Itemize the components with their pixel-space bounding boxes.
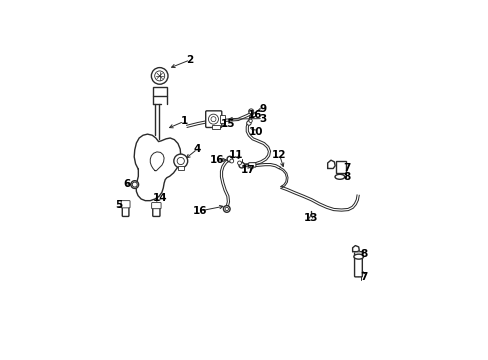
Text: 14: 14	[152, 193, 167, 203]
Circle shape	[151, 68, 168, 84]
Text: 10: 10	[248, 127, 263, 138]
Circle shape	[229, 159, 233, 163]
Circle shape	[177, 157, 184, 165]
Polygon shape	[134, 134, 181, 201]
Circle shape	[246, 121, 251, 125]
Circle shape	[210, 117, 216, 122]
Text: 6: 6	[123, 179, 131, 189]
Text: 7: 7	[343, 163, 350, 174]
Circle shape	[131, 181, 138, 188]
Text: 7: 7	[359, 271, 366, 282]
Circle shape	[237, 161, 241, 165]
Circle shape	[250, 166, 253, 169]
Circle shape	[208, 114, 218, 124]
Circle shape	[132, 182, 137, 187]
Text: 12: 12	[272, 150, 286, 159]
Circle shape	[248, 119, 252, 122]
Ellipse shape	[334, 174, 344, 179]
Text: 16: 16	[193, 206, 207, 216]
FancyBboxPatch shape	[152, 204, 160, 216]
Text: 1: 1	[180, 116, 187, 126]
Text: 13: 13	[303, 213, 318, 224]
Circle shape	[239, 162, 244, 168]
Text: 16: 16	[247, 110, 262, 120]
Polygon shape	[327, 160, 334, 168]
Polygon shape	[352, 246, 359, 252]
FancyBboxPatch shape	[354, 252, 362, 277]
Circle shape	[223, 206, 230, 212]
Circle shape	[173, 154, 187, 168]
FancyBboxPatch shape	[151, 203, 161, 209]
FancyBboxPatch shape	[121, 201, 130, 208]
Text: 5: 5	[115, 199, 122, 210]
Text: 16: 16	[209, 155, 224, 165]
Text: 11: 11	[228, 150, 243, 159]
Text: 4: 4	[193, 144, 201, 154]
FancyBboxPatch shape	[122, 203, 129, 216]
Circle shape	[248, 109, 253, 114]
FancyBboxPatch shape	[248, 163, 255, 167]
FancyBboxPatch shape	[211, 125, 219, 129]
Text: 17: 17	[241, 165, 255, 175]
FancyBboxPatch shape	[205, 111, 222, 127]
Text: 8: 8	[359, 249, 366, 259]
FancyBboxPatch shape	[178, 166, 183, 170]
Text: 3: 3	[259, 114, 266, 123]
Ellipse shape	[353, 254, 363, 259]
Text: 2: 2	[186, 55, 193, 65]
Text: 9: 9	[259, 104, 266, 114]
Circle shape	[226, 156, 232, 162]
Circle shape	[224, 207, 228, 211]
FancyBboxPatch shape	[153, 87, 166, 96]
Circle shape	[154, 71, 164, 81]
Text: 15: 15	[220, 118, 235, 129]
Text: 8: 8	[343, 172, 350, 182]
FancyBboxPatch shape	[335, 161, 345, 174]
FancyBboxPatch shape	[220, 115, 224, 123]
